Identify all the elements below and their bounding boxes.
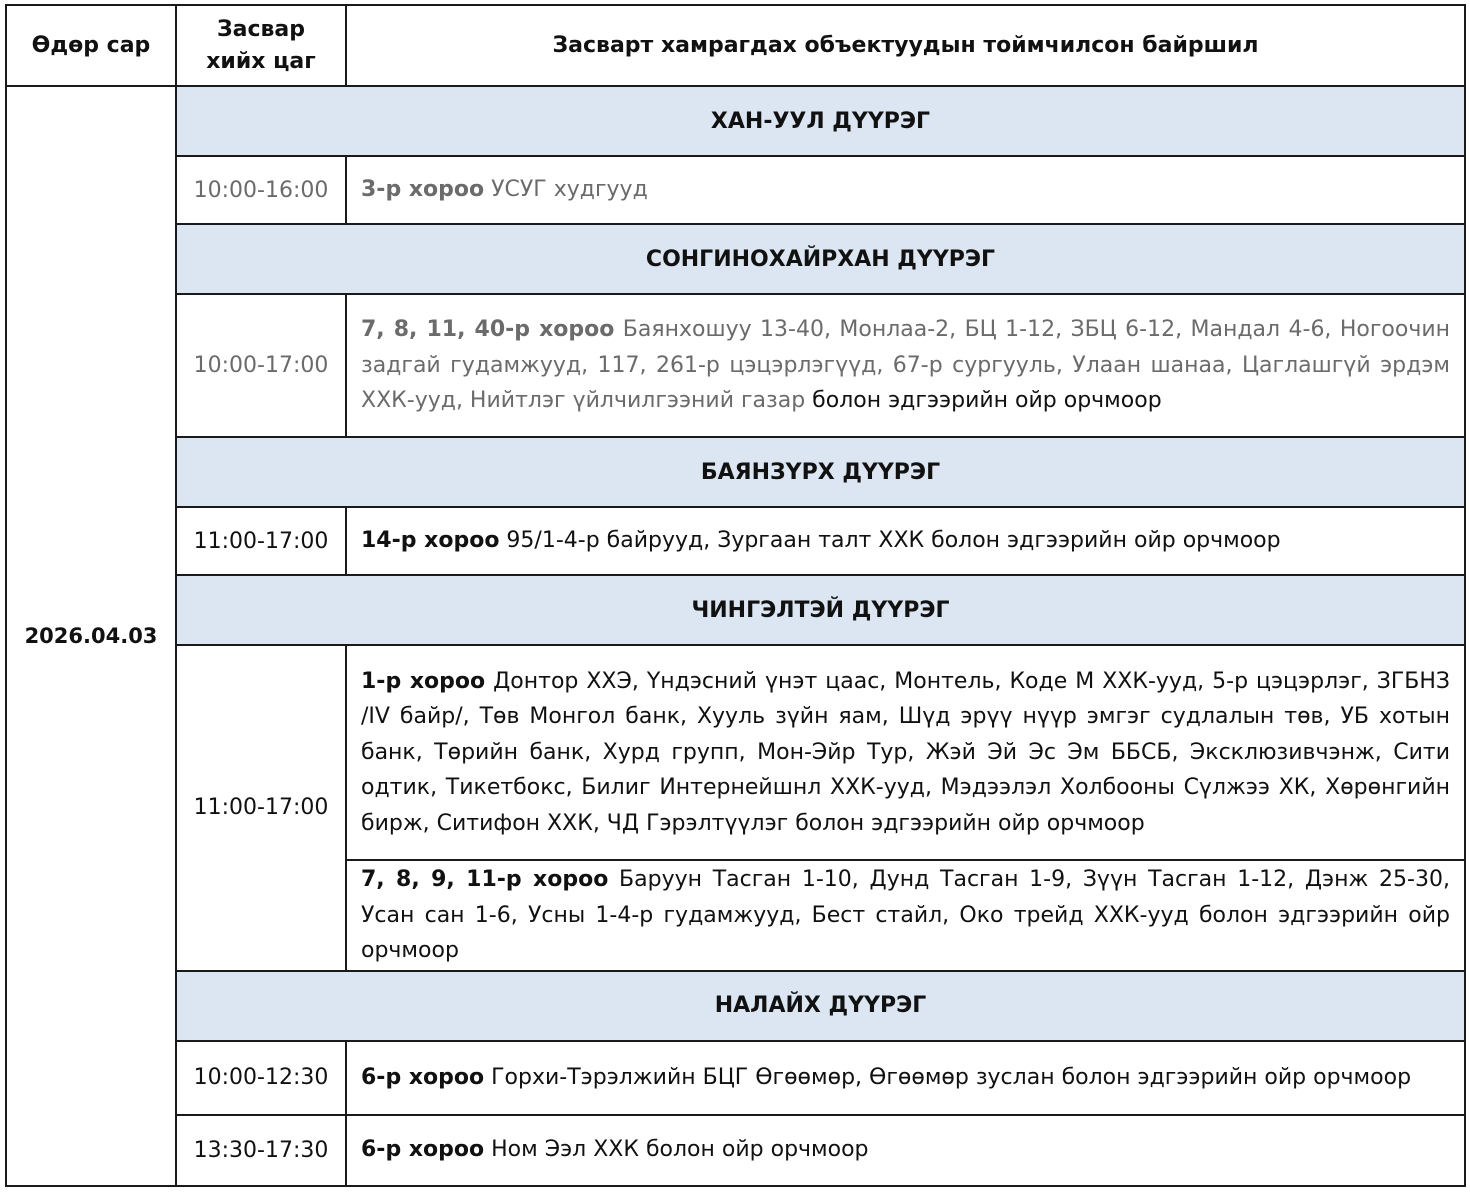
district-row: 2026.04.03 ХАН-УУЛ ДҮҮРЭГ xyxy=(5,85,1466,1187)
location-text: Ном Ээл ХХК болон ойр орчмоор xyxy=(484,1137,869,1163)
location-text: УСУГ худгууд xyxy=(484,177,648,203)
district-name: БАЯНЗҮРХ ДҮҮРЭГ xyxy=(175,436,1466,508)
location-cell: 7, 8, 11, 40-р хороо Баянхошуу 13-40, Мо… xyxy=(345,293,1466,438)
location-text: Горхи-Тэрэлжийн БЦГ Өгөөмөр, Өгөөмөр зус… xyxy=(484,1064,1412,1090)
location-cell: 14-р хороо 95/1-4-р байрууд, Зургаан тал… xyxy=(345,506,1466,576)
location-cell: 7, 8, 9, 11-р хороо Баруун Тасган 1-10, … xyxy=(345,859,1466,972)
schedule-row: 10:00-12:30 6-р хороо Горхи-Тэрэлжийн БЦ… xyxy=(6,1039,1466,1116)
district-name: ХАН-УУЛ ДҮҮРЭГ xyxy=(175,85,1466,157)
schedule-row: 10:00-17:00 7, 8, 11, 40-р хороо Баянхош… xyxy=(6,293,1466,438)
header-location: Засварт хамрагдах объектуудын тоймчилсон… xyxy=(345,4,1466,87)
schedule-row: 13:30-17:30 6-р хороо Ном Ээл ХХК болон … xyxy=(6,1113,1466,1187)
maintenance-schedule-table: Өдөр сар Засвар хийх цаг Засварт хамрагд… xyxy=(5,4,1466,1187)
khoroo-label: 3-р хороо xyxy=(361,177,485,203)
district-name: НАЛАЙХ ДҮҮРЭГ xyxy=(175,969,1466,1042)
khoroo-label: 14-р хороо xyxy=(361,528,500,554)
location-cell: 6-р хороо Ном Ээл ХХК болон ойр орчмоор xyxy=(345,1113,1466,1187)
time-cell: 10:00-17:00 xyxy=(175,293,347,438)
khoroo-label: 6-р хороо xyxy=(361,1064,485,1090)
khoroo-label: 7, 8, 11, 40-р хороо xyxy=(361,317,615,343)
location-text: 95/1-4-р байрууд, Зургаан талт ХХК болон… xyxy=(499,528,1281,554)
schedule-row: 7, 8, 9, 11-р хороо Баруун Тасган 1-10, … xyxy=(6,859,1466,972)
district-row: СОНГИНОХАЙРХАН ДҮҮРЭГ xyxy=(6,223,1466,295)
district-row: НАЛАЙХ ДҮҮРЭГ xyxy=(6,969,1466,1042)
khoroo-label: 6-р хороо xyxy=(361,1137,485,1163)
header-row: Өдөр сар Засвар хийх цаг Засварт хамрагд… xyxy=(5,4,1466,87)
location-text: Донтор ХХЭ, Үндэсний үнэт цаас, Монтель,… xyxy=(361,668,1450,836)
district-row: БАЯНЗҮРХ ДҮҮРЭГ xyxy=(6,436,1466,508)
schedule-row: 10:00-16:00 3-р хороо УСУГ худгууд xyxy=(6,155,1466,225)
date-cell: 2026.04.03 xyxy=(5,85,177,1187)
location-cell: 3-р хороо УСУГ худгууд xyxy=(345,155,1466,225)
header-date: Өдөр сар xyxy=(5,4,177,87)
header-time: Засвар хийх цаг xyxy=(175,4,347,87)
location-text: Баянхошуу 13-40, Монлаа-2, БЦ 1-12, ЗБЦ … xyxy=(361,317,1450,414)
time-cell: 11:00-17:00 xyxy=(175,506,347,576)
schedule-row: 11:00-17:00 14-р хороо 95/1-4-р байрууд,… xyxy=(6,506,1466,576)
schedule-row: 11:00-17:00 1-р хороо Донтор ХХЭ, Үндэсн… xyxy=(6,644,1466,972)
location-cell: 6-р хороо Горхи-Тэрэлжийн БЦГ Өгөөмөр, Ө… xyxy=(345,1039,1466,1116)
time-cell: 13:30-17:30 xyxy=(175,1113,347,1187)
location-cell: 1-р хороо Донтор ХХЭ, Үндэсний үнэт цаас… xyxy=(345,644,1466,861)
district-name: СОНГИНОХАЙРХАН ДҮҮРЭГ xyxy=(175,223,1466,295)
time-cell: 10:00-12:30 xyxy=(175,1039,347,1116)
time-cell: 10:00-16:00 xyxy=(175,155,347,225)
khoroo-label: 7, 8, 9, 11-р хороо xyxy=(361,867,609,892)
time-cell: 11:00-17:00 xyxy=(175,644,347,972)
district-row: ЧИНГЭЛТЭЙ ДҮҮРЭГ xyxy=(6,574,1466,646)
location-text: Баруун Тасган 1-10, Дунд Тасган 1-9, Зүү… xyxy=(361,867,1450,963)
location-tail: болон эдгээрийн ойр орчмоор xyxy=(805,388,1162,414)
district-name: ЧИНГЭЛТЭЙ ДҮҮРЭГ xyxy=(175,574,1466,646)
khoroo-label: 1-р хороо xyxy=(361,668,486,694)
